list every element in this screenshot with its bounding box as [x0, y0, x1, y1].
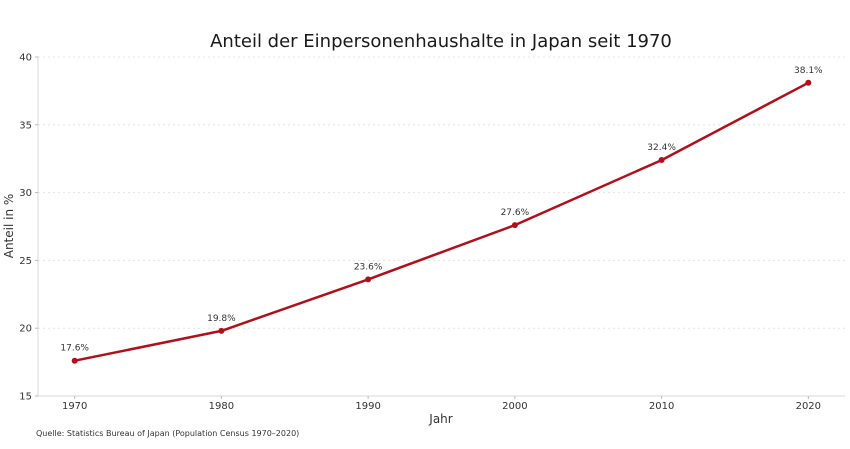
x-tick-label: 1980 [209, 401, 234, 412]
data-label: 23.6% [354, 262, 383, 272]
y-tick-label: 25 [19, 256, 32, 267]
y-tick-label: 20 [19, 324, 32, 335]
axes [37, 57, 845, 397]
data-label: 19.8% [207, 314, 236, 324]
data-labels: 17.6% 19.8% 23.6% 27.6% 32.4% 38.1% [60, 66, 823, 354]
data-label: 17.6% [60, 344, 89, 354]
x-axis-label: Jahr [428, 412, 452, 426]
data-label: 27.6% [501, 208, 530, 218]
data-label: 38.1% [794, 66, 823, 76]
y-axis-label: Anteil in % [2, 194, 16, 259]
y-ticks: 15 20 25 30 35 40 [19, 53, 38, 403]
y-tick-label: 15 [19, 392, 32, 403]
data-point [365, 276, 372, 283]
x-tick-label: 2020 [796, 401, 821, 412]
x-tick-label: 2010 [649, 401, 674, 412]
source-note: Quelle: Statistics Bureau of Japan (Popu… [36, 429, 299, 438]
series-line [73, 81, 810, 362]
data-point [658, 157, 665, 164]
series-line-group [73, 81, 810, 362]
data-point [71, 357, 78, 364]
data-point [805, 79, 812, 86]
data-label: 32.4% [647, 143, 676, 153]
data-point [511, 222, 518, 229]
x-ticks: 1970 1980 1990 2000 2010 2020 [62, 396, 821, 412]
data-points [71, 79, 812, 364]
chart-title: Anteil der Einpersonenhaushalte in Japan… [210, 31, 672, 52]
x-tick-label: 1990 [355, 401, 380, 412]
data-point [218, 327, 225, 334]
y-tick-label: 40 [19, 53, 32, 64]
x-tick-label: 2000 [502, 401, 527, 412]
y-tick-label: 35 [19, 120, 32, 131]
gridlines [38, 56, 845, 329]
y-tick-label: 30 [19, 188, 32, 199]
x-tick-label: 1970 [62, 401, 87, 412]
